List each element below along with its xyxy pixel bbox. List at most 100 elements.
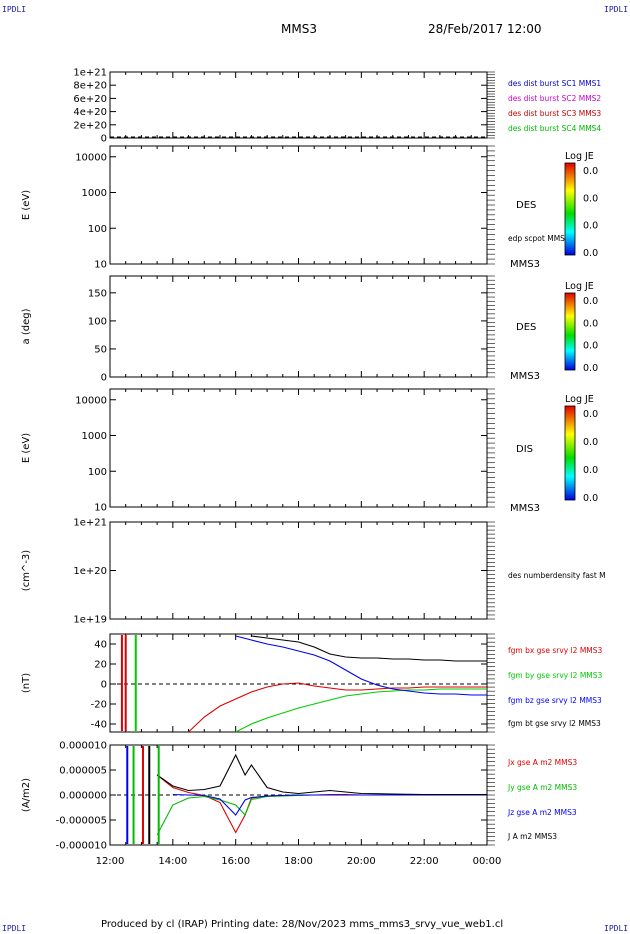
series-label: edp scpot MMS3 (508, 234, 570, 243)
x-tick-label: 16:00 (221, 856, 250, 867)
series-label: fgm by gse srvy l2 MMS3 (508, 671, 603, 680)
colorbar-title: Log JE (565, 281, 594, 292)
x-tick-label: 00:00 (473, 856, 502, 867)
colorbar (564, 162, 576, 256)
y-tick-label: 1e+21 (73, 68, 107, 79)
y-tick-label: 100 (88, 224, 107, 235)
y-tick-label: 0.000005 (59, 766, 107, 777)
colorbar-tick-label: 0.0 (583, 221, 598, 232)
panel-frame (109, 521, 488, 620)
corner-label-bottom-right: IPDLI (604, 924, 629, 933)
y-tick-label: 100 (88, 316, 107, 327)
colorbar-tick-label: 0.0 (583, 341, 598, 352)
y-tick-label: 1000 (82, 188, 107, 199)
y-tick-label: 1e+19 (73, 615, 107, 626)
series-line (235, 688, 487, 733)
y-tick-label: 6e+20 (73, 94, 107, 105)
y-tick-label: 10 (94, 260, 107, 271)
y-tick-label: 10000 (75, 395, 107, 406)
colorbar (564, 292, 576, 371)
y-tick-label: 50 (94, 344, 107, 355)
colorbar-title: Log JE (565, 394, 594, 405)
y-tick-label: 0.000010 (59, 741, 107, 752)
y-tick-label: 0.000000 (59, 791, 107, 802)
y-tick-label: 40 (94, 640, 107, 651)
series-label: MMS3 (510, 259, 540, 270)
y-tick-label: 1000 (82, 431, 107, 442)
y-axis-label: (cm^-3) (21, 550, 32, 591)
y-tick-label: 0 (101, 373, 107, 384)
colorbar-tick-label: 0.0 (583, 318, 598, 329)
y-tick-label: 10 (94, 503, 107, 514)
series-line (251, 635, 487, 662)
colorbar-tick-label: 0.0 (583, 493, 598, 504)
series-label: MMS3 (510, 503, 540, 514)
colorbar-tick-label: 0.0 (583, 437, 598, 448)
y-axis-label: (A/m2) (21, 778, 32, 812)
colorbar-tick-label: 0.0 (583, 166, 598, 177)
y-axis-label: a (deg) (21, 308, 32, 344)
y-tick-label: 100 (88, 467, 107, 478)
series-line (188, 682, 487, 733)
colorbar-tick-label: 0.0 (583, 193, 598, 204)
panel-frame (109, 275, 488, 378)
y-tick-label: -0.000005 (56, 816, 107, 827)
series-label: Jz gse A m2 MMS3 (507, 808, 577, 817)
series-line (172, 793, 487, 816)
series-label: MMS3 (510, 371, 540, 382)
y-tick-label: 1e+20 (73, 566, 107, 577)
series-label: J A m2 MMS3 (507, 832, 557, 841)
series-label: fgm bt gse srvy l2 MMS3 (508, 719, 601, 728)
series-line (156, 774, 487, 834)
series-label: DES (516, 322, 536, 333)
y-axis-label: E (eV) (21, 190, 32, 220)
colorbar-tick-label: 0.0 (583, 465, 598, 476)
series-label: des numberdensity fast M (508, 571, 606, 580)
colorbar-tick-label: 0.0 (583, 409, 598, 420)
x-tick-label: 14:00 (158, 856, 187, 867)
colorbar-title: Log JE (565, 151, 594, 162)
y-tick-label: 8e+20 (73, 81, 107, 92)
colorbar-tick-label: 0.0 (583, 363, 598, 374)
series-label: Jy gse A m2 MMS3 (507, 783, 577, 792)
colorbar-tick-label: 0.0 (583, 296, 598, 307)
corner-label-top-right: IPDLI (604, 5, 629, 14)
series-line (156, 794, 487, 836)
footer-text: Produced by cl (IRAP) Printing date: 28/… (101, 919, 504, 930)
series-label: fgm bz gse srvy l2 MMS3 (508, 696, 602, 705)
chart-datetime: 28/Feb/2017 12:00 (428, 22, 542, 36)
y-tick-label: 2e+20 (73, 120, 107, 131)
x-tick-label: 22:00 (410, 856, 439, 867)
panel-frame (109, 71, 488, 139)
y-tick-label: 0 (101, 134, 107, 145)
y-tick-label: -20 (91, 700, 107, 711)
y-tick-label: 4e+20 (73, 107, 107, 118)
corner-label-bottom-left: IPDLI (2, 924, 27, 933)
colorbar-tick-label: 0.0 (583, 248, 598, 259)
y-tick-label: 1e+21 (73, 518, 107, 529)
y-axis-label: E (eV) (21, 433, 32, 463)
y-tick-label: 150 (88, 288, 107, 299)
y-tick-label: 10000 (75, 152, 107, 163)
panel-frame (109, 145, 488, 265)
series-label: fgm bx gse srvy l2 MMS3 (508, 646, 603, 655)
panel-frame (109, 388, 488, 508)
series-label: des dist burst SC1 MMS1 (508, 79, 601, 88)
y-tick-label: -40 (91, 720, 107, 731)
y-axis-label: (nT) (21, 673, 32, 693)
series-label: des dist burst SC3 MMS3 (508, 109, 601, 118)
series-label: DES (516, 200, 536, 211)
series-line (156, 753, 487, 796)
corner-label-top-left: IPDLI (2, 5, 27, 14)
x-tick-label: 12:00 (96, 856, 125, 867)
series-label: DIS (516, 444, 533, 455)
y-tick-label: 20 (94, 660, 107, 671)
x-tick-label: 20:00 (347, 856, 376, 867)
y-tick-label: 0 (101, 680, 107, 691)
series-label: des dist burst SC4 MMS4 (508, 124, 601, 133)
series-label: des dist burst SC2 MMS2 (508, 94, 601, 103)
chart-title: MMS3 (281, 22, 317, 36)
y-tick-label: -0.000010 (56, 841, 107, 852)
series-line (235, 635, 487, 696)
